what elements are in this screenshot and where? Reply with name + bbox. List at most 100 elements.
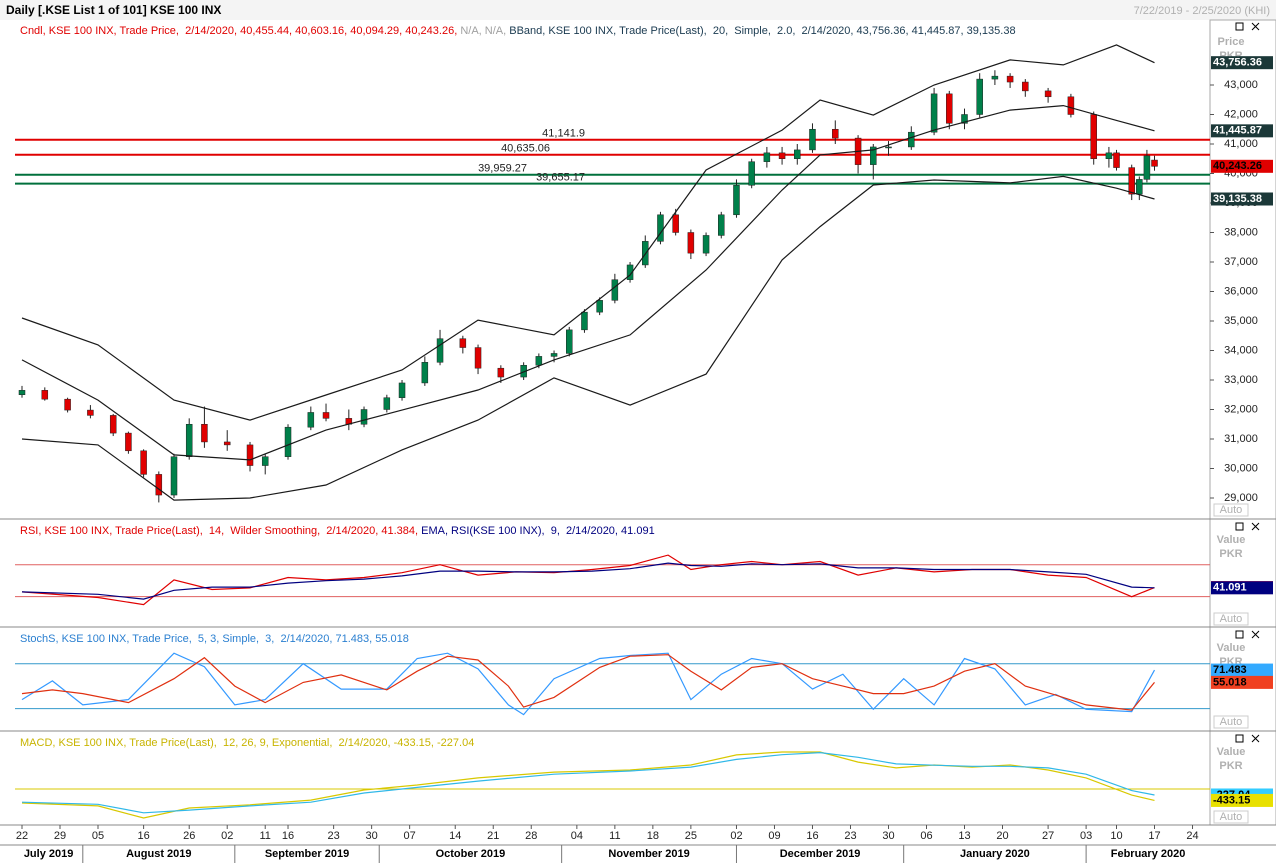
auto-button[interactable] — [1213, 810, 1249, 824]
candle-body — [1067, 96, 1075, 115]
candle-body — [185, 423, 193, 457]
x-tick-label: 25 — [685, 830, 697, 842]
candle-body — [566, 329, 573, 354]
auto-label: Auto — [1220, 504, 1243, 516]
candle-body — [140, 450, 147, 475]
x-tick-label: 22 — [16, 830, 28, 842]
close-button[interactable] — [1251, 522, 1260, 531]
close-button[interactable] — [1251, 630, 1260, 639]
x-tick-label: 06 — [920, 830, 932, 842]
indicator-line — [21, 751, 1155, 819]
candle-body — [611, 279, 619, 301]
month-label: February 2020 — [1111, 848, 1186, 860]
candle-body — [246, 444, 254, 466]
candle-body — [1090, 114, 1097, 159]
maximize-button[interactable] — [1235, 22, 1244, 31]
value-label: Value — [1217, 746, 1246, 758]
y-tick-label: 35,000 — [1224, 315, 1258, 327]
close-button[interactable] — [1251, 734, 1260, 743]
candle-body — [18, 390, 26, 395]
candle-body — [748, 161, 755, 186]
month-label: December 2019 — [780, 848, 861, 860]
candle-body — [1006, 75, 1014, 83]
candle-body — [687, 232, 695, 254]
candle-body — [550, 353, 558, 357]
candle-body — [1151, 159, 1158, 167]
value-tag — [1211, 675, 1273, 689]
candle-body — [885, 146, 892, 149]
x-tick-label: 11 — [260, 830, 271, 842]
value-tag-label: 39,135.38 — [1213, 193, 1262, 205]
maximize-button[interactable] — [1235, 522, 1244, 531]
month-label: October 2019 — [436, 848, 506, 860]
auto-button[interactable] — [1213, 503, 1249, 517]
candle-body — [908, 131, 915, 148]
maximize-button[interactable] — [1235, 734, 1244, 743]
value-tag-label: 55.018 — [1213, 676, 1247, 688]
legend-entry: BBand, KSE 100 INX, Trade Price(Last), 2… — [509, 25, 1015, 37]
indicator-line — [21, 562, 1155, 600]
x-tick-label: 26 — [183, 830, 195, 842]
auto-button[interactable] — [1213, 612, 1249, 626]
y-tick-label: 36,000 — [1224, 285, 1258, 297]
value-tag — [1211, 192, 1273, 206]
legend: MACD, KSE 100 INX, Trade Price(Last), 12… — [20, 737, 474, 749]
legend: Cndl, KSE 100 INX, Trade Price, 2/14/202… — [20, 25, 1016, 37]
x-tick-label: 13 — [958, 830, 970, 842]
x-tick-label: 07 — [404, 830, 416, 842]
y-tick-label: 34,000 — [1224, 344, 1258, 356]
candle-body — [459, 338, 467, 348]
legend-entry: EMA, RSI(KSE 100 INX), 9, 2/14/2020, 41.… — [421, 525, 655, 537]
candle-body — [1128, 167, 1135, 195]
y-tick-label: 31,000 — [1224, 433, 1258, 445]
maximize-button[interactable] — [1235, 630, 1244, 639]
candle-body — [581, 311, 588, 331]
indicator-line — [21, 44, 1155, 421]
candle-body — [41, 390, 49, 400]
x-tick-label: 04 — [571, 830, 583, 842]
candle-body — [1136, 179, 1143, 195]
candle-body — [497, 367, 505, 378]
candle-body — [474, 347, 482, 369]
candle-body — [991, 75, 999, 80]
month-label: November 2019 — [608, 848, 689, 860]
x-tick-label: 10 — [1110, 830, 1122, 842]
y-tick-label: 29,000 — [1224, 492, 1258, 504]
legend-entry: RSI, KSE 100 INX, Trade Price(Last), 14,… — [20, 525, 421, 537]
legend: RSI, KSE 100 INX, Trade Price(Last), 14,… — [20, 525, 655, 537]
indicator-line — [21, 104, 1155, 461]
candle-body — [284, 426, 292, 457]
candle-body — [421, 362, 429, 384]
legend: StochS, KSE 100 INX, Trade Price, 5, 3, … — [20, 633, 409, 645]
legend-entry: MACD, KSE 100 INX, Trade Price(Last), 12… — [20, 737, 474, 749]
y-tick-label: 41,000 — [1224, 138, 1258, 150]
auto-button[interactable] — [1213, 715, 1249, 729]
y-tick-label: 42,000 — [1224, 108, 1258, 120]
date-range: 7/22/2019 - 2/25/2020 (KHI) — [1134, 5, 1270, 17]
candle-body — [64, 398, 71, 411]
candle-body — [1143, 155, 1151, 180]
x-tick-label: 30 — [882, 830, 894, 842]
month-label: January 2020 — [960, 848, 1030, 860]
indicator-line — [21, 652, 1156, 716]
value-tag-label: 71.483 — [1213, 664, 1247, 676]
candle-body — [626, 264, 634, 280]
x-tick-label: 27 — [1042, 830, 1054, 842]
candle-body — [794, 149, 801, 159]
y-tick-label: 33,000 — [1224, 374, 1258, 386]
value-tag — [1211, 159, 1273, 173]
legend-entry: StochS, KSE 100 INX, Trade Price, 5, 3, … — [20, 633, 409, 645]
x-tick-label: 21 — [487, 830, 499, 842]
candle-body — [109, 415, 117, 434]
candle-body — [535, 356, 543, 366]
y-tick-label: 43,000 — [1224, 79, 1258, 91]
value-tag-label: 41.091 — [1213, 582, 1247, 594]
value-tag-label: 41,445.87 — [1213, 125, 1262, 137]
candle-body — [1044, 90, 1052, 98]
x-tick-label: 02 — [730, 830, 742, 842]
x-tick-label: 17 — [1148, 830, 1160, 842]
x-tick-label: 20 — [996, 830, 1008, 842]
value-tag-label: -433.15 — [1213, 794, 1250, 806]
x-tick-label: 16 — [282, 830, 294, 842]
close-button[interactable] — [1251, 22, 1260, 31]
